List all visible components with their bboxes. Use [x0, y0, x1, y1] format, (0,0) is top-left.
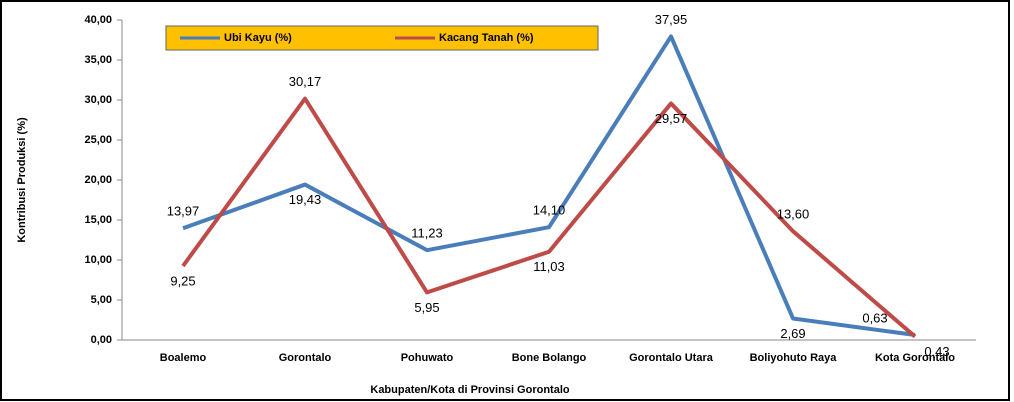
legend-label: Kacang Tanah (%): [439, 32, 534, 44]
data-label: 11,03: [533, 259, 565, 274]
y-tick-label: 15,00: [84, 214, 112, 226]
data-label: 29,57: [655, 111, 688, 126]
data-label: 13,97: [167, 204, 200, 219]
series-line: [182, 34, 916, 337]
x-tick-label: Pohuwato: [401, 352, 454, 364]
data-label: 5,95: [414, 300, 439, 315]
y-tick-label: 35,00: [84, 54, 112, 66]
y-tick-label: 0,00: [91, 334, 112, 346]
y-tick-label: 20,00: [84, 174, 112, 186]
y-tick-label: 30,00: [84, 94, 112, 106]
data-label: 2,69: [780, 326, 805, 341]
y-tick-label: 40,00: [84, 14, 112, 26]
series-line: [181, 96, 917, 339]
y-tick-label: 5,00: [91, 294, 112, 306]
legend-label: Ubi Kayu (%): [224, 32, 292, 44]
data-label: 0,43: [924, 344, 949, 359]
data-label: 9,25: [170, 273, 195, 288]
x-axis-label: Kabupaten/Kota di Provinsi Gorontalo: [370, 384, 570, 396]
x-tick-label: Bone Bolango: [512, 352, 587, 364]
legend-box: [165, 25, 599, 51]
y-tick-label: 10,00: [84, 254, 112, 266]
data-label: 11,23: [411, 226, 443, 241]
x-tick-label: Gorontalo: [279, 352, 332, 364]
y-axis-label: Kontribusi Produksi (%): [16, 117, 28, 243]
data-label: 19,43: [289, 192, 322, 207]
y-tick-label: 25,00: [84, 134, 112, 146]
data-label: 30,17: [289, 74, 322, 89]
x-tick-label: Boliyohuto Raya: [750, 352, 838, 364]
data-label: 0,63: [862, 310, 887, 325]
x-tick-label: Boalemo: [160, 352, 207, 364]
data-label: 37,95: [655, 12, 688, 27]
x-tick-label: Gorontalo Utara: [629, 352, 714, 364]
data-label: 14,10: [533, 203, 566, 218]
data-label: 13,60: [777, 207, 810, 222]
x-tick-label: Kota Gorontalo: [875, 352, 955, 364]
